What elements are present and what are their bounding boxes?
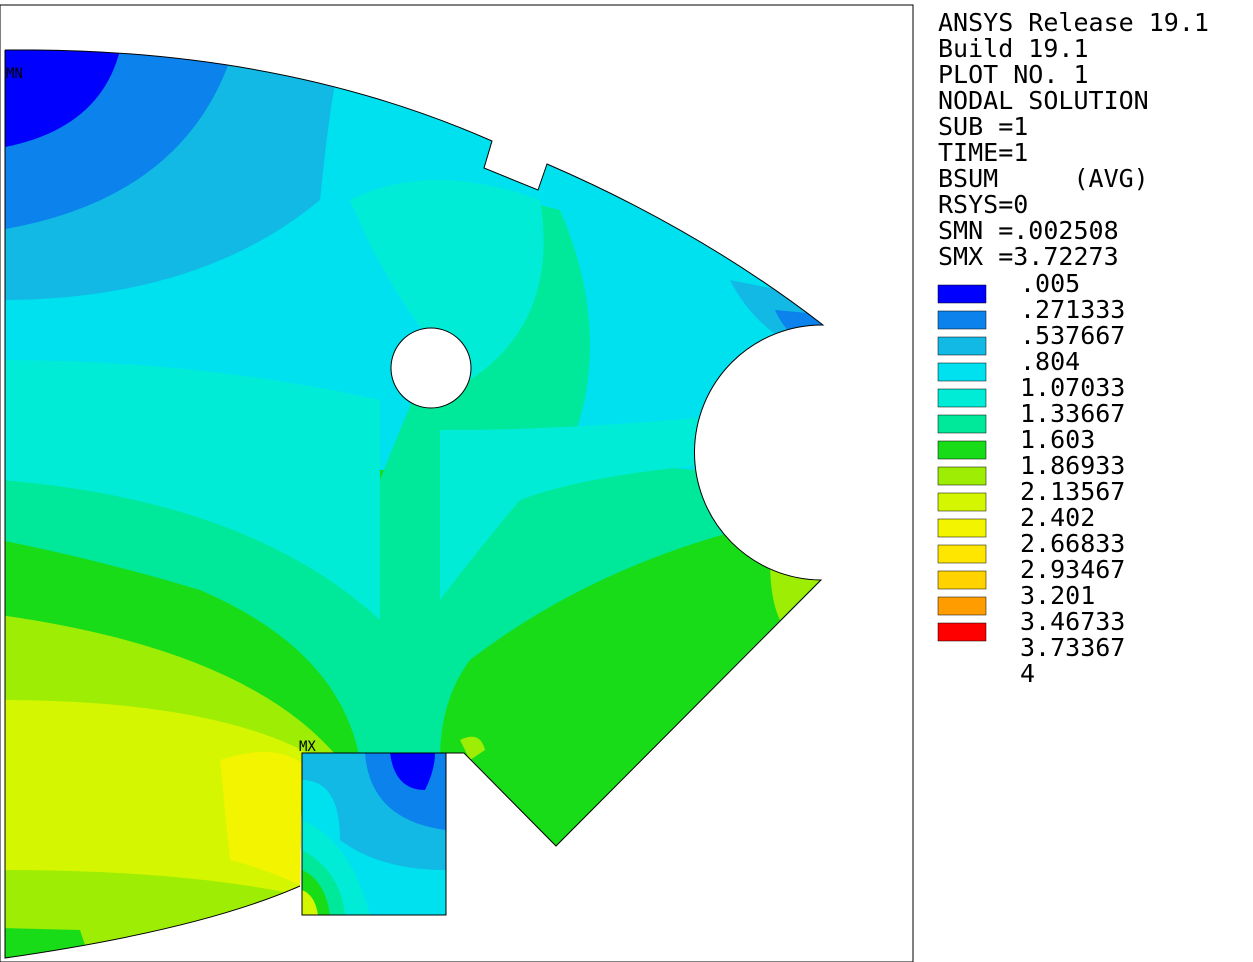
legend-swatch <box>938 597 986 615</box>
legend-swatch <box>938 337 986 355</box>
legend-swatch <box>938 389 986 407</box>
info-line: TIME=1 <box>938 138 1028 167</box>
legend-swatch <box>938 311 986 329</box>
legend-swatch <box>938 363 986 381</box>
info-panel: ANSYS Release 19.1 Build 19.1 PLOT NO. 1… <box>938 8 1209 271</box>
legend-value: 2.13567 <box>1020 477 1125 506</box>
legend-value: .537667 <box>1020 321 1125 350</box>
info-line: BSUM (AVG) <box>938 164 1149 193</box>
info-line: SUB =1 <box>938 112 1028 141</box>
contour-model <box>0 0 913 962</box>
legend-value: 1.86933 <box>1020 451 1125 480</box>
contour-legend: .005.271333.537667.8041.070331.336671.60… <box>938 269 1125 688</box>
legend-value: 3.46733 <box>1020 607 1125 636</box>
info-line: Build 19.1 <box>938 34 1089 63</box>
info-line: NODAL SOLUTION <box>938 86 1149 115</box>
legend-value: .005 <box>1020 269 1080 298</box>
legend-swatch <box>938 623 986 641</box>
legend-value: .804 <box>1020 347 1080 376</box>
legend-value: 2.402 <box>1020 503 1095 532</box>
info-line: ANSYS Release 19.1 <box>938 8 1209 37</box>
legend-value: .271333 <box>1020 295 1125 324</box>
legend-value: 1.33667 <box>1020 399 1125 428</box>
info-line: RSYS=0 <box>938 190 1028 219</box>
legend-swatch <box>938 467 986 485</box>
legend-swatch <box>938 441 986 459</box>
band-green-left-bottom <box>0 928 90 960</box>
legend-swatch <box>938 519 986 537</box>
max-marker-label: MX <box>299 739 316 755</box>
legend-swatch <box>938 571 986 589</box>
legend-swatch <box>938 545 986 563</box>
legend-value: 1.603 <box>1020 425 1095 454</box>
legend-swatch <box>938 415 986 433</box>
info-line: PLOT NO. 1 <box>938 60 1089 89</box>
legend-value: 2.93467 <box>1020 555 1125 584</box>
info-line: SMX =3.72273 <box>938 242 1119 271</box>
inset-contour <box>302 753 446 915</box>
info-line: SMN =.002508 <box>938 216 1119 245</box>
legend-value: 1.07033 <box>1020 373 1125 402</box>
legend-swatch <box>938 285 986 303</box>
legend-value: 4 <box>1020 659 1035 688</box>
legend-value: 2.66833 <box>1020 529 1125 558</box>
min-marker-label: MN <box>6 66 23 82</box>
legend-swatch <box>938 493 986 511</box>
legend-value: 3.201 <box>1020 581 1095 610</box>
legend-value: 3.73367 <box>1020 633 1125 662</box>
